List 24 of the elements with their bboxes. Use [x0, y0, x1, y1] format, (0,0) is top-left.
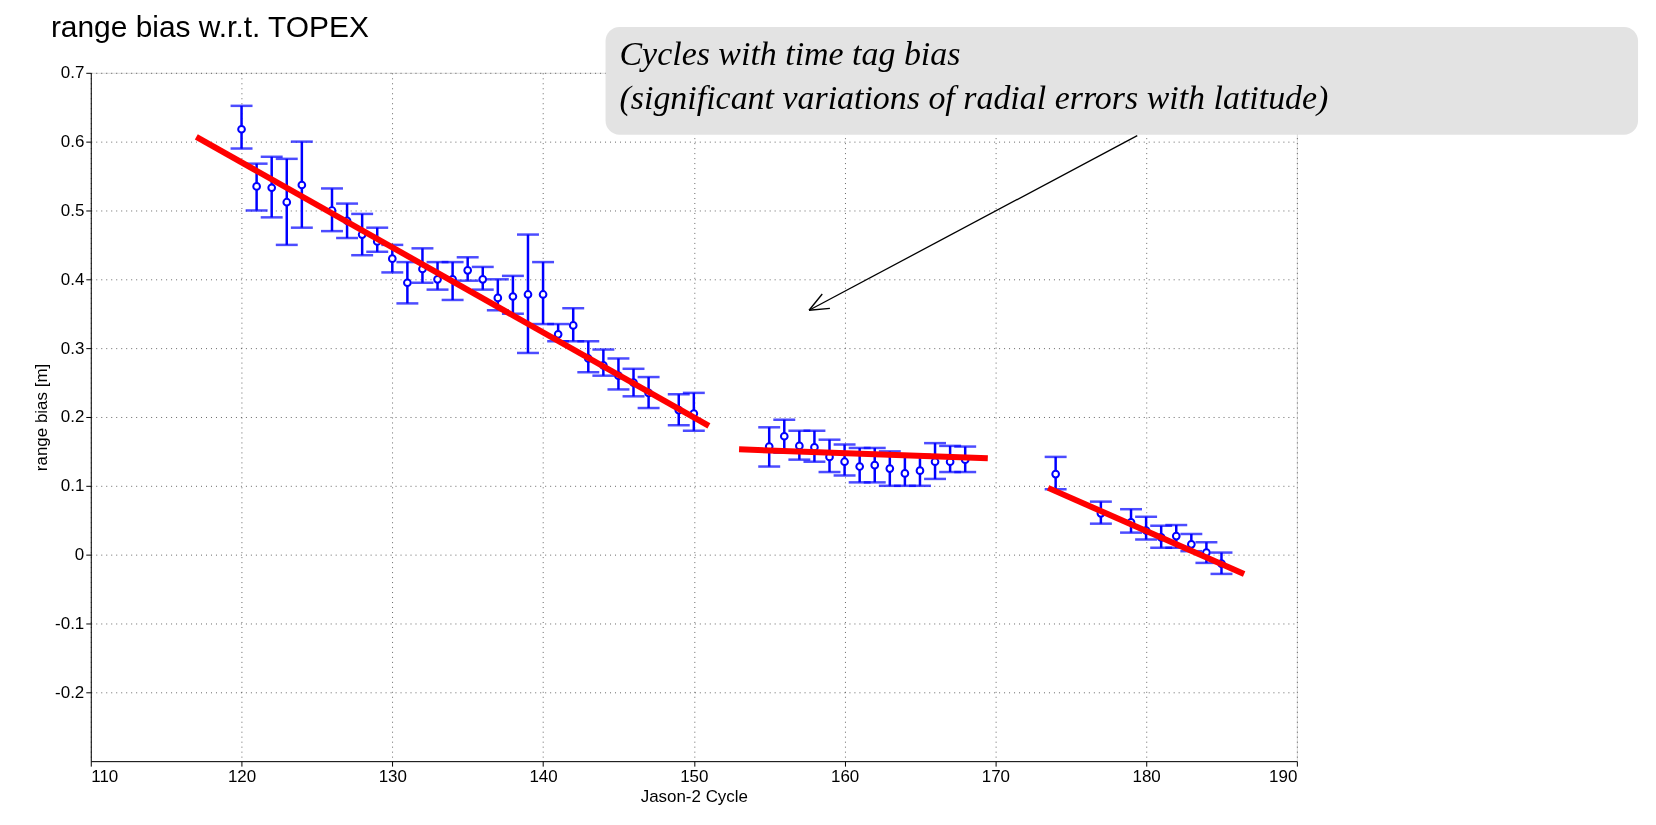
x-tick-label: 170 [981, 766, 1010, 786]
y-tick-label: 0.5 [60, 200, 85, 220]
y-tick-label: 0.2 [60, 407, 85, 427]
y-tick-label: 0.4 [60, 269, 85, 289]
chart-title: range bias w.r.t. TOPEX [50, 9, 369, 43]
x-tick-label: 110 [91, 766, 119, 786]
y-axis-title: range bias [m] [32, 363, 52, 472]
x-tick-label: 120 [227, 766, 257, 786]
y-tick-label: 0.6 [60, 132, 85, 152]
x-tick-label: 190 [1269, 766, 1298, 786]
y-tick-label: -0.1 [55, 613, 85, 633]
x-tick-label: 160 [830, 766, 860, 786]
y-tick-label: 0.3 [60, 338, 85, 358]
text: Cycles with time tag bias [619, 34, 961, 72]
x-tick-label: 140 [529, 766, 558, 786]
annotation: (significant variations of radial errors with latitude) [619, 78, 1329, 117]
y-tick-label: 0.1 [60, 476, 85, 496]
x-tick-label: 180 [1132, 766, 1161, 786]
y-tick-label: 0 [74, 545, 85, 565]
x-tick-label: 130 [378, 766, 407, 786]
x-tick-label: 150 [680, 766, 709, 786]
x-axis-title: Jason-2 Cycle [640, 786, 748, 806]
y-tick-label: -0.2 [55, 682, 85, 702]
y-tick-label: 0.7 [60, 63, 85, 83]
